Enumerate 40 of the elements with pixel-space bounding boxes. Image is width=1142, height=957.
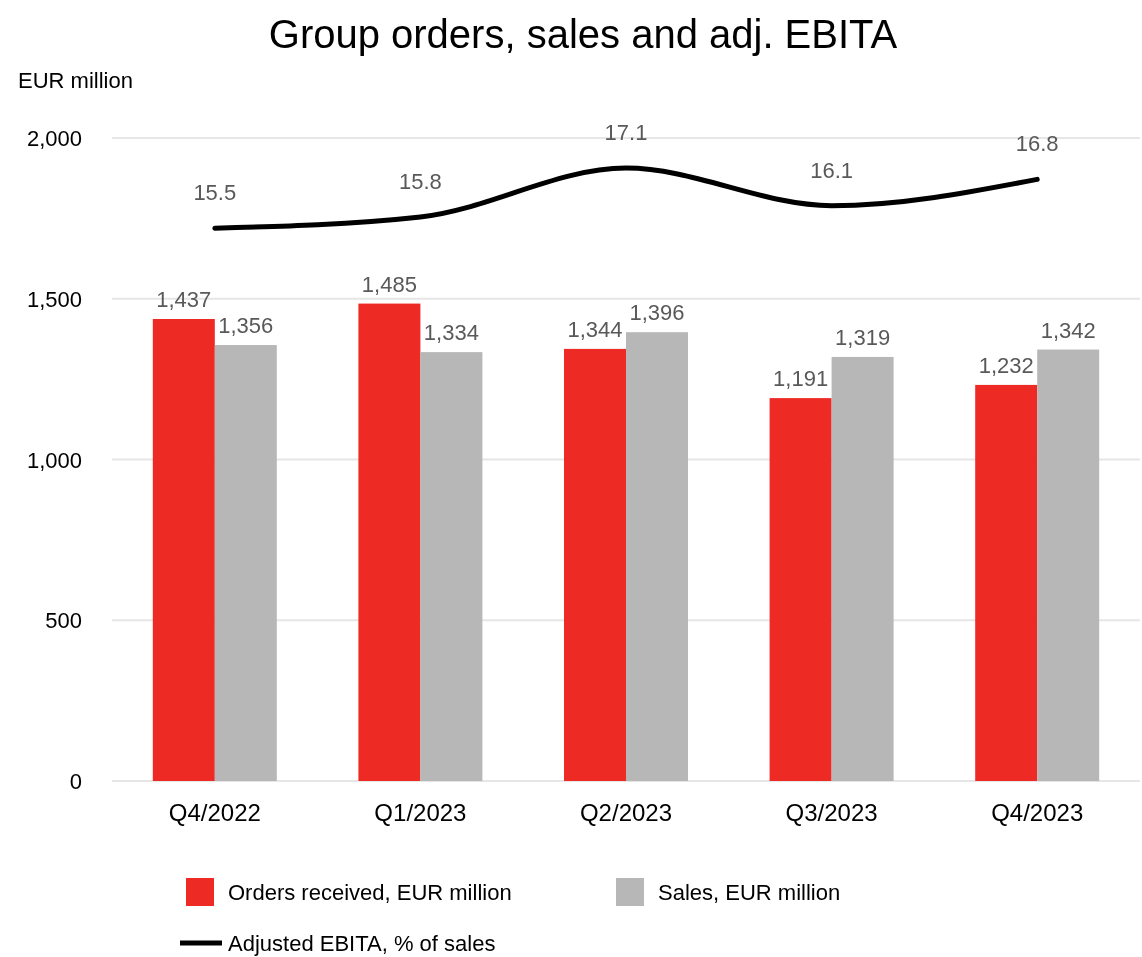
y-tick-label: 500 (45, 608, 82, 634)
data-label: 16.8 (1015, 131, 1059, 157)
data-label: 16.1 (810, 157, 854, 183)
legend-label: Sales, EUR million (658, 880, 841, 905)
legend-label: Adjusted EBITA, % of sales (228, 931, 496, 956)
data-label: 15.8 (398, 168, 442, 194)
bar (420, 352, 483, 781)
bar (564, 348, 626, 781)
data-label: 1,191 (773, 366, 829, 392)
chart-title: Group orders, sales and adj. EBITA (268, 12, 898, 56)
data-label: 15.5 (193, 180, 237, 206)
bar (358, 303, 421, 781)
bar (831, 356, 894, 781)
y-tick-label: 1,500 (26, 286, 82, 312)
y-tick-label: 2,000 (26, 126, 82, 151)
bar (1037, 349, 1100, 781)
bar (626, 332, 688, 781)
data-label: 1,485 (361, 271, 417, 297)
data-label: 1,334 (423, 320, 479, 346)
x-tick-label: Q2/2023 (579, 799, 673, 826)
x-tick-label: Q1/2023 (374, 799, 467, 826)
x-tick-label: Q3/2023 (785, 799, 878, 826)
data-label: 1,356 (218, 313, 274, 339)
data-label: 17.1 (604, 120, 648, 146)
data-label: 1,319 (835, 324, 891, 350)
legend-label: Orders received, EUR million (228, 880, 512, 905)
x-tick-label: Q4/2022 (168, 799, 261, 826)
data-label: 1,396 (629, 300, 685, 326)
y-tick-label: 0 (69, 769, 82, 794)
y-axis-title: EUR million (18, 68, 133, 93)
bar (975, 384, 1038, 781)
data-label: 1,437 (156, 287, 212, 312)
data-label: 1,232 (978, 352, 1034, 378)
bar (214, 345, 277, 781)
bar (769, 398, 832, 781)
bar (152, 319, 215, 781)
data-label: 1,344 (567, 316, 623, 342)
data-label: 1,342 (1040, 317, 1096, 343)
x-tick-label: Q4/2023 (991, 799, 1084, 826)
y-tick-label: 1,000 (26, 447, 82, 473)
